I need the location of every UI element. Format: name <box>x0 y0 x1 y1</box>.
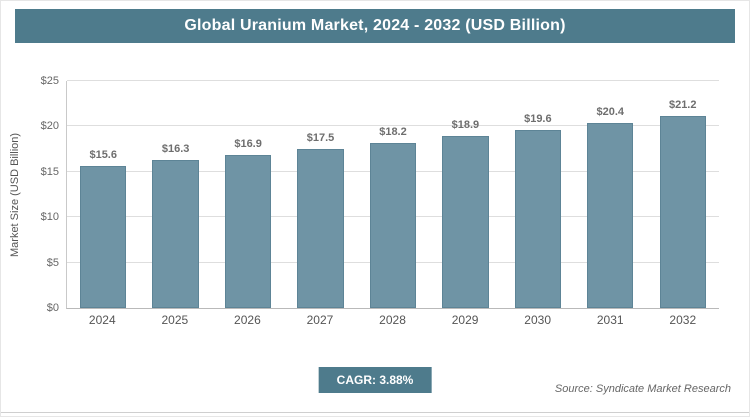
bar-slot: $18.2 <box>357 81 429 308</box>
x-tick-label: 2031 <box>596 313 624 327</box>
bar <box>80 166 127 308</box>
bar-slot: $16.9 <box>212 81 284 308</box>
x-tick-label: 2025 <box>161 313 189 327</box>
x-tick-label: 2029 <box>451 313 479 327</box>
y-tick-label: $5 <box>46 256 59 269</box>
plot-area: $0 $5 $10 $15 $20 $25 $15.6 $16.3 $16.9 $17.5 $18.… <box>41 75 719 314</box>
bar-value-label: $16.3 <box>161 143 190 155</box>
bar-value-label: $18.9 <box>451 119 480 132</box>
x-tick-label: 2027 <box>306 313 334 327</box>
bar-value-label: $21.2 <box>668 98 697 111</box>
bar-slot: $16.3 <box>139 81 211 308</box>
bar <box>514 130 562 308</box>
bar-slot: $20.4 <box>574 81 646 308</box>
bar-slot: $15.6 <box>67 81 139 308</box>
gridline <box>67 80 719 81</box>
bar-value-label: $17.5 <box>306 132 335 145</box>
x-tick-label: 2026 <box>234 313 261 327</box>
bar <box>152 160 199 308</box>
bar-value-label: $18.2 <box>379 125 407 138</box>
x-tick-label: 2032 <box>669 313 697 327</box>
bar-slot: $21.2 <box>647 81 719 308</box>
y-tick-label: $20 <box>40 120 59 133</box>
bar <box>587 122 634 308</box>
bar <box>659 115 706 308</box>
bar-value-label: $15.6 <box>89 149 117 162</box>
bottom-divider <box>1 412 749 413</box>
y-tick-label: $15 <box>40 165 59 178</box>
chart-header: Global Uranium Market, 2024 - 2032 (USD … <box>15 9 735 43</box>
y-axis-title: Market Size (USD Billion) <box>9 132 21 258</box>
y-tick-label: $25 <box>40 75 59 87</box>
bar-slot: $17.5 <box>284 81 356 308</box>
bars-container: $15.6 $16.3 $16.9 $17.5 $18.2 $18.9 $19.6 $20.4… <box>67 81 719 308</box>
bar <box>369 142 417 308</box>
bar-slot: $18.9 <box>429 81 501 308</box>
bar <box>442 136 489 308</box>
cagr-badge: CAGR: 3.88% <box>318 367 432 393</box>
chart-title: Global Uranium Market, 2024 - 2032 (USD … <box>184 17 566 34</box>
gridline <box>67 125 719 127</box>
bar <box>297 149 344 308</box>
bar-value-label: $19.6 <box>524 113 552 126</box>
y-tick-label: $0 <box>46 302 59 314</box>
x-tick-label: 2024 <box>88 313 116 327</box>
y-tick-label: $10 <box>40 211 59 224</box>
bar-slot: $19.6 <box>502 81 574 308</box>
x-tick-label: 2030 <box>524 313 551 327</box>
x-axis-labels: 2024 2025 2026 2027 2028 2029 2030 2031 2032 <box>66 313 719 327</box>
bar-value-label: $20.4 <box>596 105 625 118</box>
bar-value-label: $16.9 <box>234 137 262 150</box>
source-text: Source: Syndicate Market Research <box>554 383 731 395</box>
x-tick-label: 2028 <box>379 313 406 327</box>
bar <box>224 154 272 308</box>
